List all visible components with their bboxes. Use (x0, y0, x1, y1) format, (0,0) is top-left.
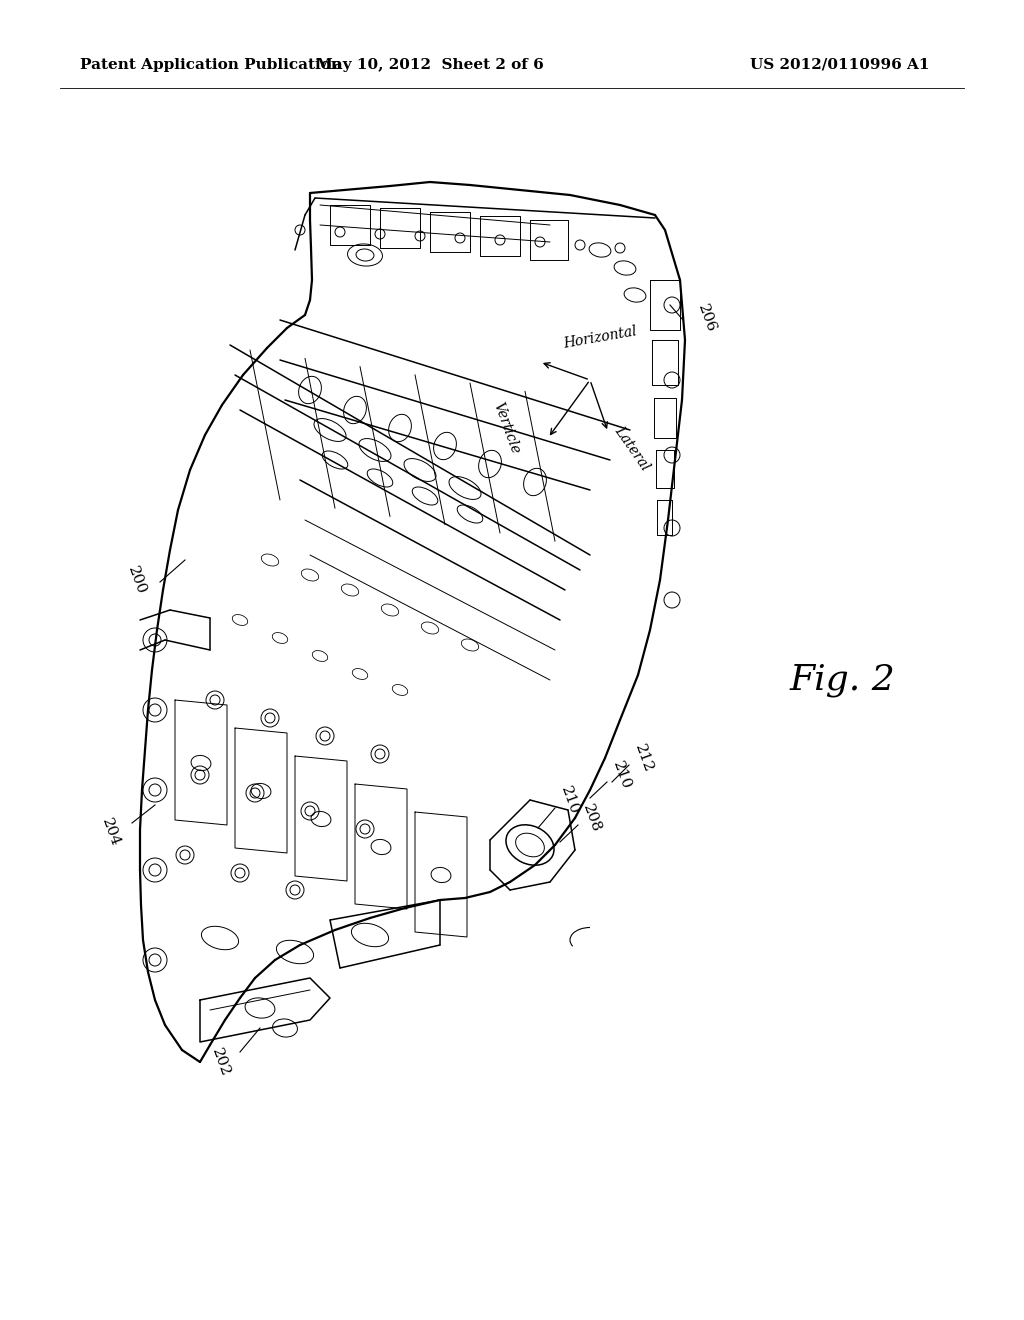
Text: 204: 204 (99, 816, 122, 849)
Text: US 2012/0110996 A1: US 2012/0110996 A1 (751, 58, 930, 73)
Text: 208: 208 (580, 803, 603, 834)
Text: Horizontal: Horizontal (562, 325, 638, 351)
Text: 200: 200 (125, 564, 148, 597)
Text: 210: 210 (610, 759, 633, 791)
Text: 212: 212 (632, 742, 655, 774)
Text: Lateral: Lateral (612, 424, 652, 473)
Text: Verticle: Verticle (490, 400, 522, 455)
Text: 206: 206 (695, 302, 718, 334)
Text: 202: 202 (209, 1045, 232, 1078)
Text: 210: 210 (558, 784, 582, 816)
Text: Fig. 2: Fig. 2 (790, 663, 896, 697)
Text: May 10, 2012  Sheet 2 of 6: May 10, 2012 Sheet 2 of 6 (316, 58, 544, 73)
Text: Patent Application Publication: Patent Application Publication (80, 58, 342, 73)
